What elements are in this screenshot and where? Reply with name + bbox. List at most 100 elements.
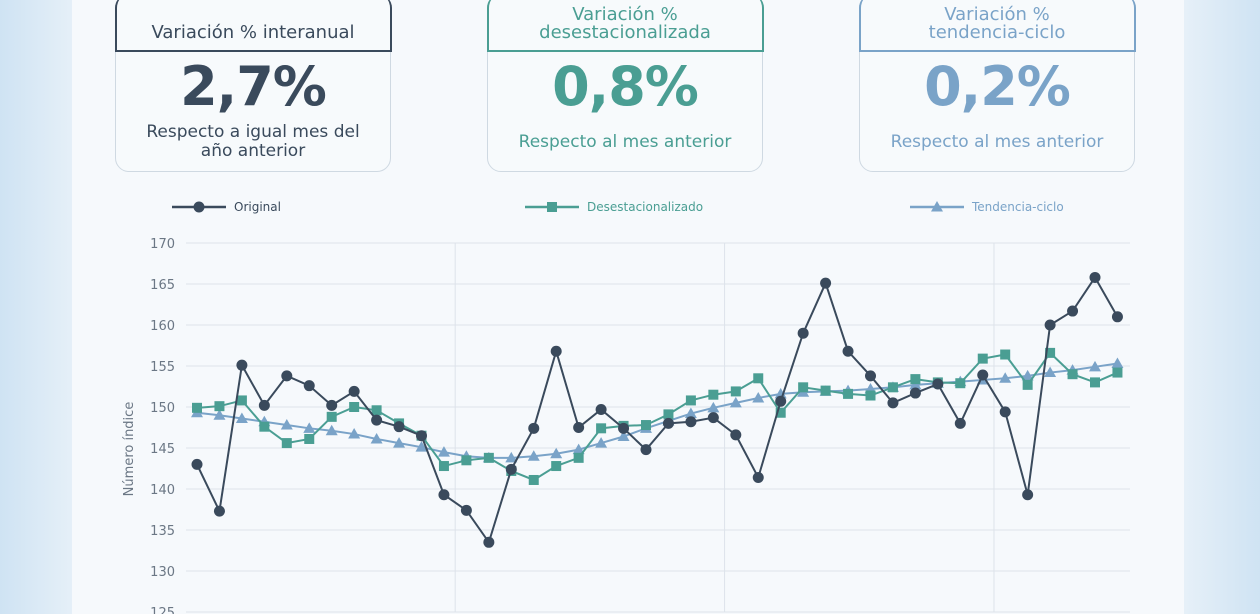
data-point [437,446,450,457]
card-interanual-value: 2,7% [180,55,327,118]
data-point [281,370,293,382]
data-point [325,424,338,436]
data-point [684,407,697,419]
data-point [416,430,427,442]
data-point [460,504,472,516]
y-tick-label: 170 [150,237,175,252]
data-point [573,422,585,433]
data-point [729,396,742,408]
data-point [304,433,315,444]
data-point [865,390,876,401]
data-point [348,385,360,397]
data-point [887,382,898,393]
data-point [551,461,562,472]
card-interanual-subtitle: Respecto a igual mes del año anterior [116,123,390,161]
card-desestacionalizada: Variación % desestacionalizada 0,8% Resp… [486,0,764,172]
data-point [191,458,203,470]
data-point [461,455,472,466]
y-axis-ticks: 125 130 135 140 145 150 155 160 165 170 [150,237,175,614]
data-point [1090,377,1100,388]
card-tendencia-ciclo-title-line-2: tendencia-ciclo [928,21,1066,43]
data-point [977,369,989,381]
legend-item: Tendencia-ciclo [910,200,1064,214]
y-axis-label: Número índice [122,402,137,497]
chart-legend: Original Desestacionalizado Tendencia-cicl… [172,200,1064,214]
data-point [707,401,720,413]
data-point [303,380,315,392]
series-original [191,271,1123,548]
data-point [258,399,270,411]
data-point [708,389,719,400]
data-point [752,391,765,403]
data-point [910,374,921,385]
data-point [1089,271,1101,283]
card-interanual: Variación % interanual 2,7% Respecto a i… [114,0,392,172]
data-point [707,412,719,424]
data-point [393,437,406,448]
data-point [617,430,630,442]
data-point [1000,349,1011,360]
legend-item: Original [172,200,281,214]
data-point [547,202,557,212]
data-point [931,201,943,212]
card-desestacionalizada-title: Variación % desestacionalizada [486,0,764,52]
card-desestacionalizada-title-line-2: desestacionalizada [539,21,711,43]
data-point [326,411,337,422]
data-point [213,409,226,420]
data-point [1067,369,1078,380]
data-point [438,489,450,501]
y-tick-label: 160 [150,319,175,334]
data-point [595,403,607,415]
data-point [774,387,787,399]
chart-series [191,271,1124,548]
data-point [573,452,584,463]
data-point [618,422,630,434]
data-point [865,370,876,382]
card-desestacionalizada-value: 0,8% [552,55,699,118]
data-point [954,417,966,429]
data-point [752,472,764,484]
data-point [192,402,202,413]
data-point [259,421,270,432]
legend-item: Desestacionalizado [525,200,703,214]
data-point [640,444,652,456]
data-point [842,345,854,357]
data-point [236,395,247,406]
data-point [843,388,854,399]
data-point [977,353,988,364]
card-tendencia-ciclo-value: 0,2% [924,55,1071,118]
chart-grid [186,242,1130,613]
card-interanual-subtitle-line-2: año anterior [200,141,306,161]
data-point [798,382,809,393]
data-point [820,277,832,289]
data-point [303,422,316,433]
data-point [348,428,361,439]
data-point [663,409,674,420]
series-line [196,275,1119,545]
legend-label: Original [234,200,281,214]
data-point [999,372,1012,383]
data-point [528,474,539,485]
data-point [213,505,225,517]
data-point [596,423,607,434]
card-tendencia-ciclo-subtitle: Respecto al mes anterior [890,132,1104,152]
data-point [550,345,562,357]
legend-label: Desestacionalizado [587,200,703,214]
data-point [775,395,787,407]
data-point [371,414,383,426]
data-point [1111,311,1123,323]
data-point [1089,360,1101,372]
data-point [753,373,764,384]
data-point [349,402,360,412]
card-interanual-title: Variación % interanual [114,0,392,52]
data-point [326,399,338,411]
data-point [1111,357,1124,369]
data-point [1044,319,1056,331]
data-point [214,401,225,412]
data-point [438,461,449,472]
card-desestacionalizada-title-line-1: Variación % [572,3,678,25]
data-point [775,407,786,418]
data-point [505,451,518,463]
data-point [797,327,809,339]
data-point [955,378,966,389]
